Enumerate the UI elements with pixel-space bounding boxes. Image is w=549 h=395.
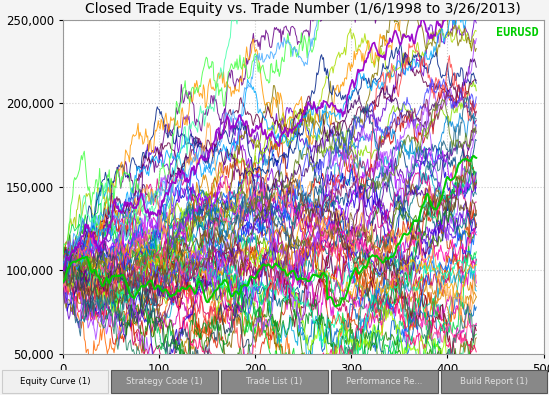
Bar <box>441 370 547 393</box>
Text: Trade List (1): Trade List (1) <box>247 377 302 386</box>
Text: Strategy Code (1): Strategy Code (1) <box>126 377 203 386</box>
Bar <box>331 370 438 393</box>
Bar <box>111 370 218 393</box>
Text: Performance Re...: Performance Re... <box>346 377 423 386</box>
Title: Closed Trade Equity vs. Trade Number (1/6/1998 to 3/26/2013): Closed Trade Equity vs. Trade Number (1/… <box>86 2 521 16</box>
Text: Equity Curve (1): Equity Curve (1) <box>20 377 90 386</box>
Text: EURUSD: EURUSD <box>496 26 539 40</box>
Bar <box>2 370 108 393</box>
Text: Build Report (1): Build Report (1) <box>460 377 528 386</box>
Bar <box>221 370 328 393</box>
